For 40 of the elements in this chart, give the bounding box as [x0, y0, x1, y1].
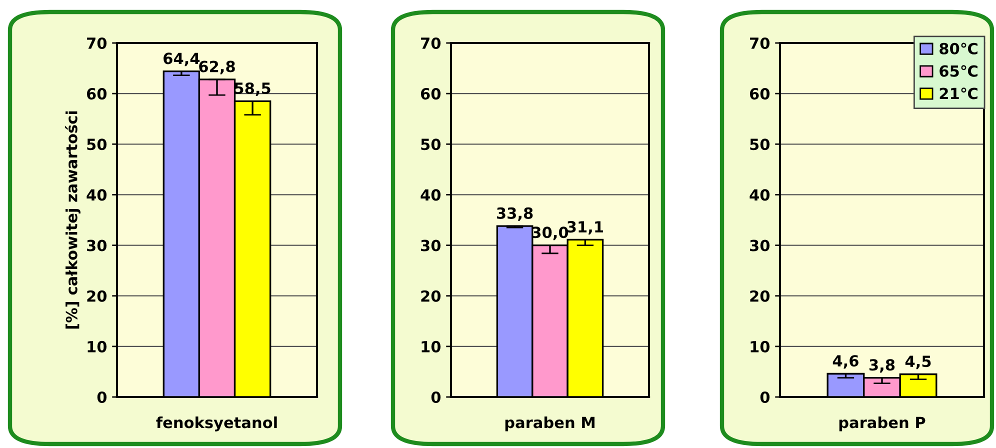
data-label: 30,0: [532, 226, 568, 240]
data-label: 4,5: [905, 356, 931, 370]
y-tick-label: 50: [421, 138, 441, 150]
data-label: 58,5: [234, 82, 270, 96]
data-label: 64,4: [164, 52, 200, 66]
legend-label: 65℃: [940, 65, 978, 77]
y-tick-label: 20: [750, 290, 770, 302]
y-tick-label: 10: [750, 340, 770, 352]
y-tick-label: 40: [750, 189, 770, 201]
y-tick-label: 50: [750, 138, 770, 150]
data-label: 3,8: [869, 359, 895, 373]
y-tick-label: 10: [422, 340, 441, 352]
y-tick-label: 30: [750, 240, 770, 252]
legend-label: 21℃: [940, 88, 978, 100]
legend-label: 80℃: [940, 42, 978, 54]
data-label: 33,8: [496, 207, 533, 221]
y-tick-label: 40: [86, 189, 107, 201]
y-tick-label: 60: [420, 88, 441, 100]
y-tick-label: 70: [87, 37, 107, 50]
y-tick-label: 20: [421, 290, 441, 302]
y-tick-label: 70: [750, 37, 770, 50]
y-tick-label: 0: [431, 391, 441, 404]
y-tick-label: 20: [87, 290, 107, 302]
x-tick-label: paraben P: [839, 416, 926, 432]
x-tick-label: paraben M: [505, 416, 594, 432]
data-label: 31,1: [567, 221, 603, 235]
data-label: 62,8: [199, 60, 235, 74]
y-tick-label: 40: [420, 189, 441, 201]
y-tick-label: 70: [421, 37, 441, 50]
y-tick-label: 60: [86, 88, 107, 100]
data-label: 4,6: [832, 355, 858, 369]
y-tick-label: 30: [87, 240, 107, 252]
y-tick-label: 60: [750, 88, 770, 100]
y-tick-label: 30: [421, 240, 441, 252]
y-tick-label: 50: [87, 138, 107, 150]
x-tick-label: fenoksyetanol: [156, 416, 277, 432]
y-axis-title: [%] całkowitej zawartości: [64, 111, 80, 329]
y-tick-label: 10: [88, 340, 107, 352]
y-tick-label: 0: [760, 391, 770, 404]
y-tick-label: 0: [97, 391, 107, 404]
